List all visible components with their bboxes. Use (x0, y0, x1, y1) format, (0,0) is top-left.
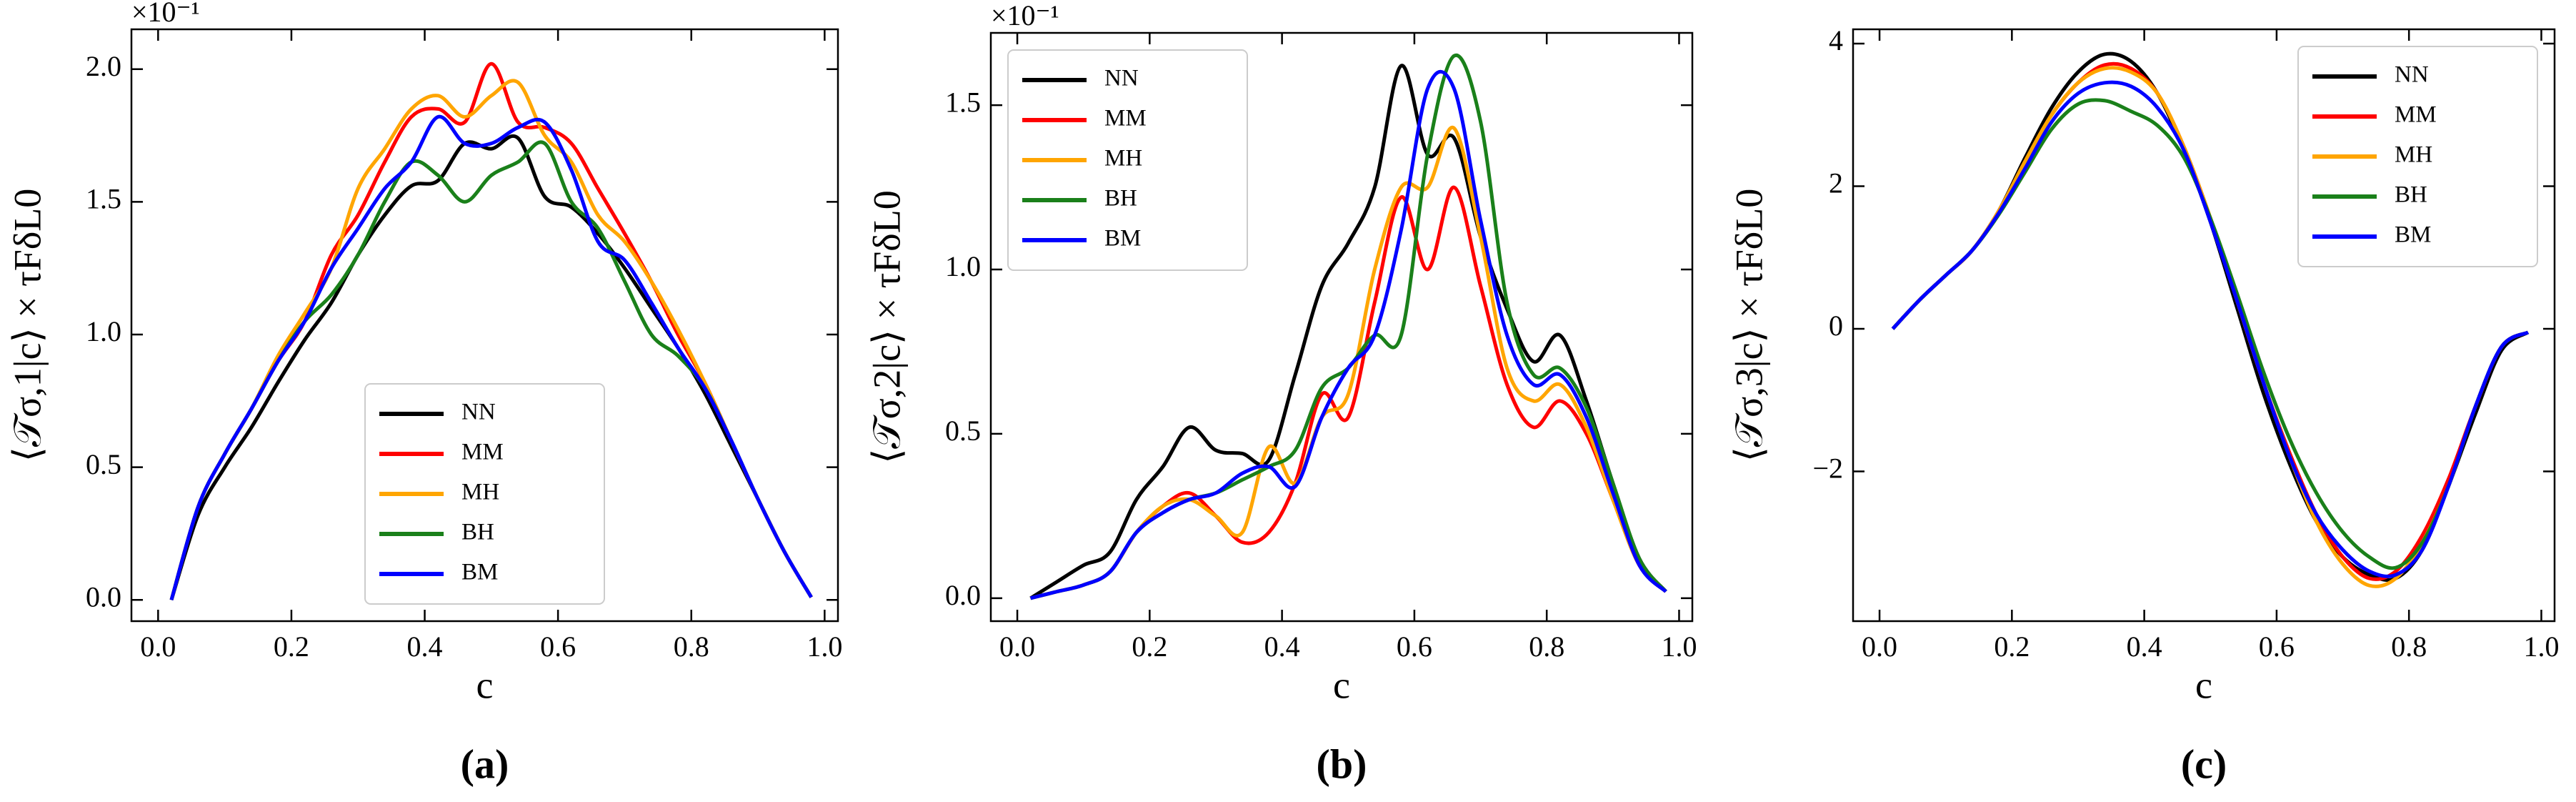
x-tick-label: 0.0 (140, 630, 176, 663)
plot-area (169, 61, 813, 601)
legend-label: NN (2395, 62, 2429, 88)
y-tick-label: 2.0 (86, 50, 121, 82)
axes-frame (1852, 28, 2556, 623)
caption: (c) (2181, 741, 2227, 787)
legend-label: MM (1104, 106, 1147, 132)
x-tick-label: 0.6 (540, 630, 576, 663)
x-tick-label: 0.2 (1132, 630, 1167, 663)
x-tick-label: 1.0 (1661, 630, 1697, 663)
axes-frame (989, 31, 1694, 623)
x-tick-label: 0.0 (999, 630, 1035, 663)
x-tick-label: 0.6 (2259, 630, 2295, 663)
legend-label: BH (461, 520, 494, 545)
legend-box (1007, 49, 1248, 271)
y-tick-label: 4 (1829, 24, 1843, 56)
caption: (b) (1317, 741, 1367, 787)
legend-label: BM (461, 560, 498, 585)
legend-label: MM (461, 440, 504, 465)
legend-label: MH (2395, 142, 2432, 168)
y-tick-label: 0.5 (86, 448, 121, 480)
y-tick-label: 1.0 (86, 315, 121, 347)
series-line (169, 134, 813, 601)
series-line (1029, 125, 1667, 600)
legend-label: BM (2395, 222, 2431, 248)
panel: 0.0 0.2 0.4 0.6 0.8 1.0 0.0 0.5 1.0 1.5 c ⟨𝒯σ,2|c⟩ … (865, 0, 1697, 787)
legend-label: NN (461, 400, 496, 425)
legend-label: BH (2395, 182, 2427, 208)
y-tick-label: 0.5 (945, 415, 981, 447)
y-tick-label: 1.5 (86, 183, 121, 215)
caption: (a) (461, 741, 509, 787)
y-tick-label: 1.0 (945, 250, 981, 282)
x-tick-label: 0.8 (1529, 630, 1564, 663)
y-tick-label: 0.0 (86, 580, 121, 613)
x-tick-label: 0.4 (407, 630, 443, 663)
x-axis-label: c (2195, 663, 2212, 706)
legend-label: NN (1104, 66, 1139, 91)
x-tick-label: 0.8 (2391, 630, 2427, 663)
legend-box (364, 383, 605, 605)
series-line (1029, 64, 1667, 600)
legend-label: BH (1104, 186, 1137, 212)
y-tick-label: 2 (1829, 167, 1843, 199)
panel: 0.0 0.2 0.4 0.6 0.8 1.0 −2 0 2 4 c ⟨𝒯σ,3|c⟩ × τFδL0… (1727, 24, 2559, 787)
series-line (1029, 70, 1667, 600)
y-axis-label: ⟨𝒯σ,3|c⟩ × τFδL0 (1727, 189, 1770, 462)
plot-area (1029, 53, 1667, 600)
x-tick-label: 1.0 (807, 630, 842, 663)
y-tick-label: −2 (1812, 452, 1843, 485)
scale-note: ×10⁻¹ (991, 0, 1059, 31)
x-axis-label: c (1333, 663, 1350, 706)
legend-label: MH (461, 480, 499, 505)
y-tick-label: 0 (1829, 310, 1843, 342)
legend-label: MM (2395, 102, 2437, 128)
x-tick-label: 0.4 (2127, 630, 2162, 663)
x-tick-label: 0.8 (674, 630, 709, 663)
x-tick-label: 0.4 (1264, 630, 1300, 663)
y-axis-label: ⟨𝒯σ,2|c⟩ × τFδL0 (865, 190, 908, 464)
x-axis-label: c (476, 663, 494, 706)
x-tick-label: 1.0 (2523, 630, 2559, 663)
y-tick-label: 0.0 (945, 579, 981, 611)
legend-label: MH (1104, 146, 1142, 172)
plot-area (1891, 51, 2530, 588)
scale-note: ×10⁻¹ (131, 0, 200, 28)
legend-box (2297, 46, 2538, 267)
x-tick-label: 0.0 (1862, 630, 1897, 663)
panel: 0.0 0.2 0.4 0.6 0.8 1.0 0.0 0.5 1.0 1.5 2.0 c ⟨𝒯σ,1|… (6, 0, 842, 787)
series-line (1891, 80, 2530, 578)
x-tick-label: 0.2 (274, 630, 309, 663)
axes-frame (130, 28, 839, 623)
legend-label: BM (1104, 226, 1141, 252)
y-tick-label: 1.5 (945, 86, 981, 118)
y-axis-label: ⟨𝒯σ,1|c⟩ × τFδL0 (6, 189, 49, 462)
series-line (169, 114, 813, 600)
series-line (169, 79, 813, 600)
x-tick-label: 0.6 (1397, 630, 1432, 663)
x-tick-label: 0.2 (1994, 630, 2030, 663)
